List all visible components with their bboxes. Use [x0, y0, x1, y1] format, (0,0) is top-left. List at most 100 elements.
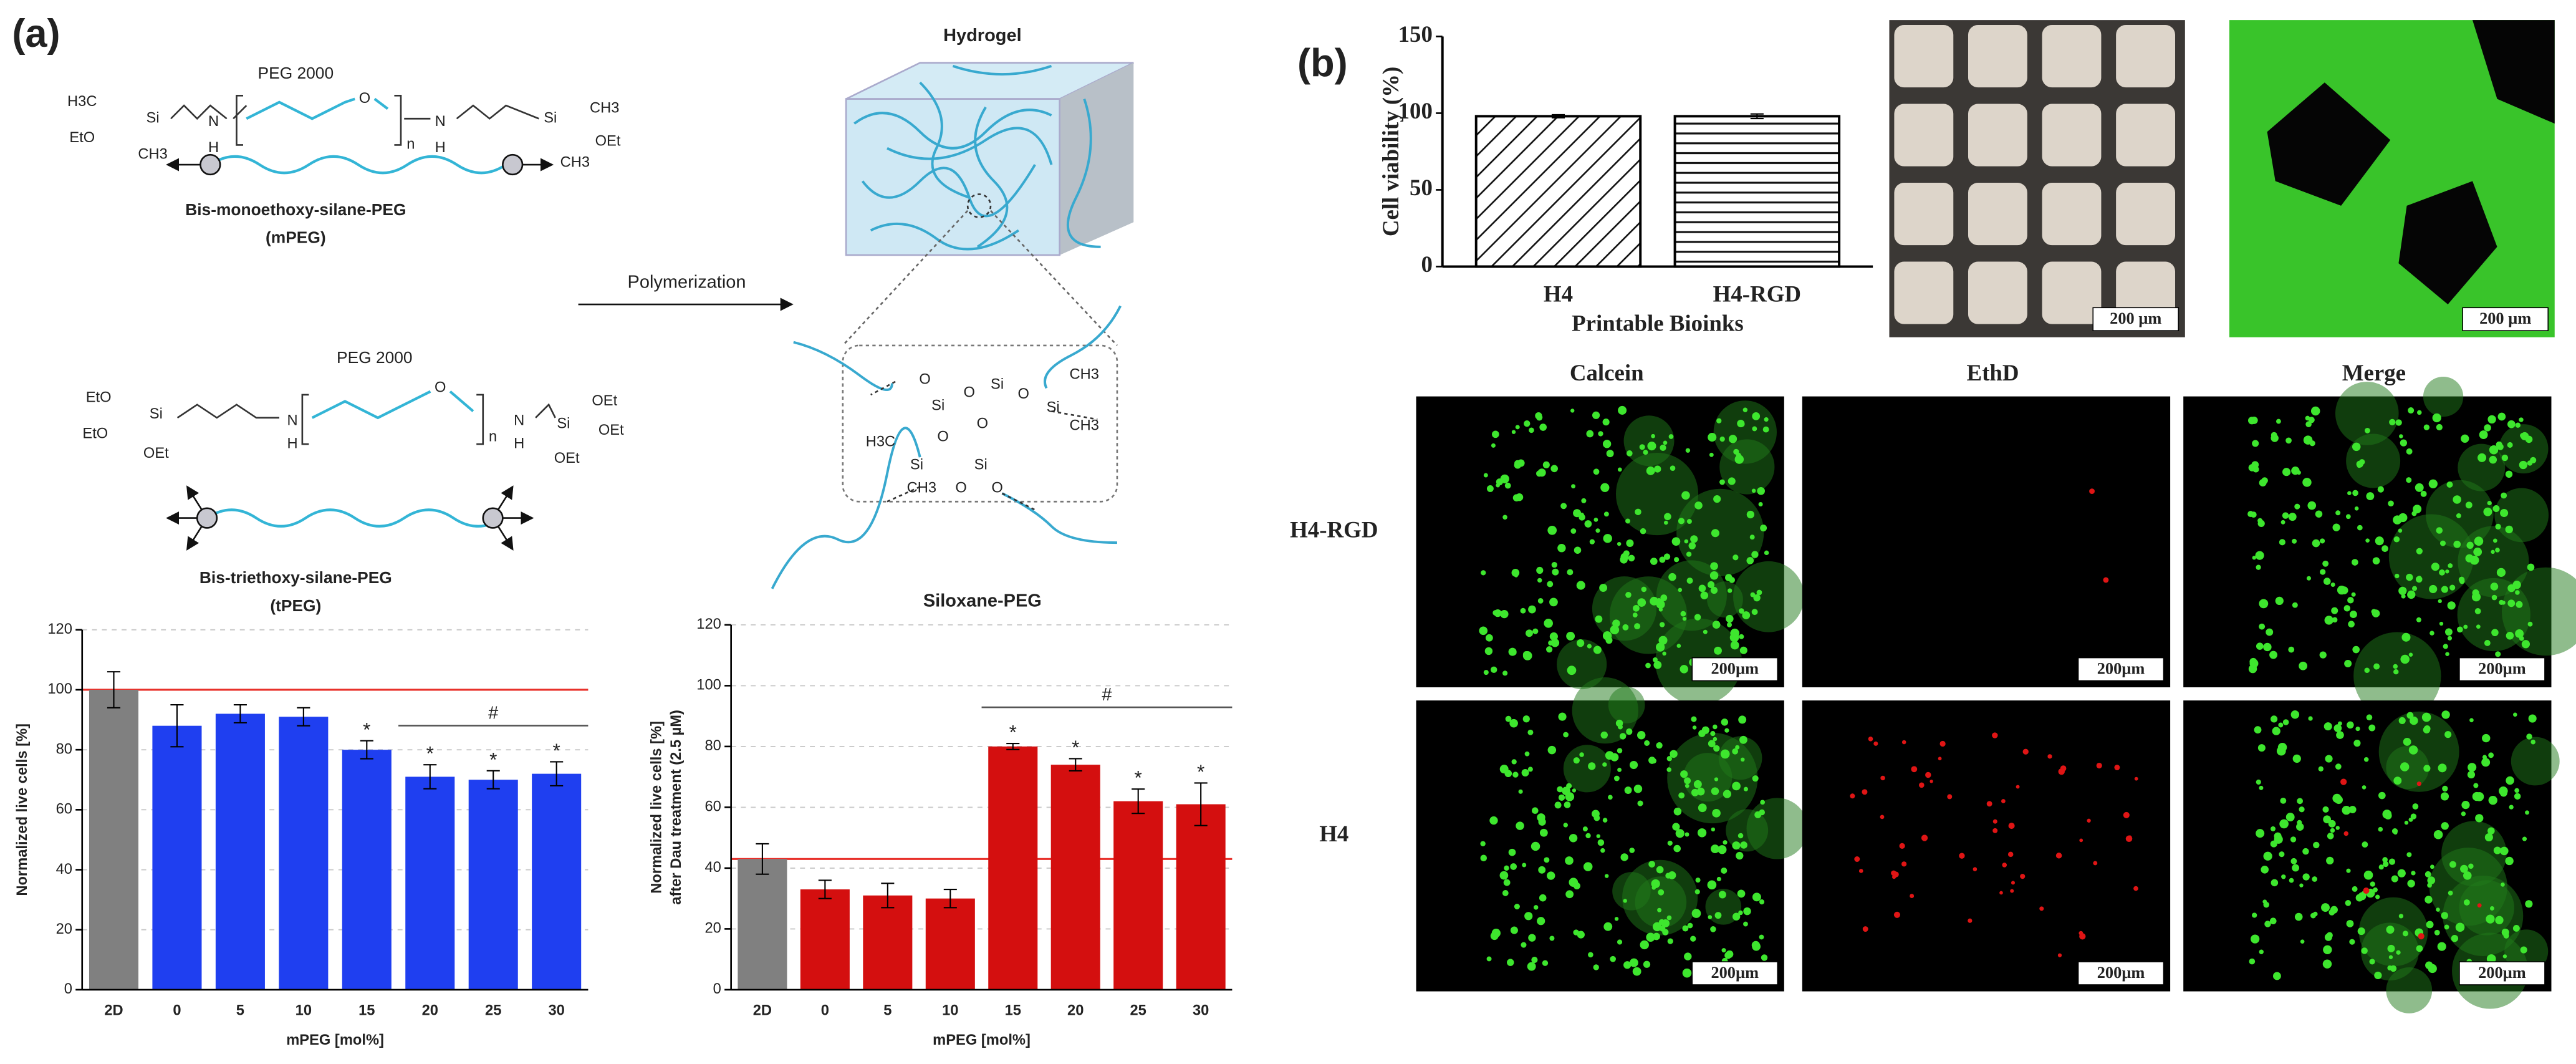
cell: [1544, 619, 1553, 628]
dead-cell: [1854, 856, 1860, 862]
dead-cell: [1901, 740, 1906, 745]
cell: [2274, 838, 2279, 843]
cell: [1714, 646, 1722, 655]
cell: [2469, 555, 2479, 565]
dead-cell: [1918, 782, 1925, 788]
cell: [2481, 758, 2491, 767]
cell: [1554, 801, 1562, 809]
cell: [1625, 592, 1632, 598]
cell: [2429, 631, 2434, 636]
cell: [2324, 616, 2333, 625]
cell: [2456, 513, 2461, 518]
cell: [2416, 945, 2423, 952]
cell: [1549, 597, 1558, 607]
cell: [2471, 592, 2481, 602]
atom-label: Si: [150, 406, 163, 422]
cell: [1751, 551, 1759, 558]
cell: [1680, 611, 1686, 617]
cell: [1749, 534, 1755, 540]
cell: [2400, 654, 2410, 664]
cell: [1481, 570, 1486, 576]
atom-label: O: [1018, 386, 1029, 402]
cell: [1658, 636, 1668, 645]
cell: [1593, 517, 1598, 522]
cell: [2352, 646, 2360, 654]
cell: [2395, 419, 2402, 426]
cell: [2500, 509, 2509, 518]
dead-cell: [1938, 757, 1942, 761]
cell: [1650, 596, 1659, 606]
x-tick-label: 20: [1067, 1002, 1084, 1018]
grid-cell: [1968, 104, 2027, 167]
cell: [2507, 442, 2513, 448]
cell: [2492, 538, 2497, 543]
cell: [2387, 944, 2395, 952]
cell: [1522, 863, 1527, 868]
cell: [1509, 718, 1518, 728]
cell: [1529, 427, 1534, 433]
scheme-header: PEG 2000: [337, 348, 413, 367]
cell: [1721, 718, 1729, 726]
cell: [2446, 481, 2453, 488]
dead-cell: [1930, 780, 1933, 783]
y-tick-label: 40: [56, 861, 72, 878]
dead-cell: [1925, 771, 1931, 778]
cell: [1670, 465, 1676, 471]
cell: [1645, 662, 1651, 669]
cell: [2489, 455, 2497, 464]
cell: [1584, 520, 1592, 528]
cell: [1588, 762, 1596, 770]
bar: [532, 773, 582, 990]
cell: [2495, 548, 2500, 553]
cell: [1663, 553, 1671, 560]
cell: [2495, 651, 2501, 657]
cell: [2393, 664, 2398, 669]
cell: [2406, 573, 2413, 581]
atom-label: H3C: [67, 94, 97, 110]
cell: [1663, 440, 1668, 445]
cell: [1666, 767, 1672, 772]
x-tick-label: 15: [358, 1002, 375, 1018]
cell: [1723, 840, 1728, 845]
cell: [1522, 651, 1532, 660]
cell: [1762, 426, 1769, 433]
cell: [2343, 605, 2351, 612]
scale-bar-box: [1691, 961, 1779, 985]
cell: [2515, 590, 2520, 595]
atom-label: CH3: [590, 100, 619, 117]
cell: [1570, 409, 1575, 413]
cell: [2315, 510, 2323, 518]
cell: [1647, 442, 1656, 451]
cell: [2388, 858, 2396, 865]
cell: [2398, 586, 2407, 596]
cell: [2499, 786, 2508, 796]
cell: [1567, 665, 1577, 675]
cell: [1570, 528, 1577, 534]
cell: [2526, 733, 2532, 740]
cell: [1691, 716, 1697, 722]
bar: [152, 725, 202, 990]
cell: [2492, 505, 2500, 512]
cell: [2501, 454, 2509, 462]
dead-cell: [2416, 781, 2421, 786]
significance-hash: #: [1102, 685, 1112, 705]
dead-cell: [2039, 906, 2044, 911]
cell: [2366, 492, 2375, 500]
cell: [1479, 626, 1488, 636]
cell: [1721, 867, 1728, 874]
atom-label: H: [435, 140, 446, 156]
atom-label: O: [435, 380, 446, 396]
cell: [2252, 440, 2259, 447]
y-tick-label: 20: [704, 921, 721, 937]
glow: [2346, 433, 2401, 488]
cell: [2334, 795, 2343, 805]
cell: [2486, 954, 2496, 964]
cell: [1546, 646, 1553, 653]
cell: [1761, 954, 1768, 961]
cell: [2324, 933, 2332, 941]
cell: [1597, 839, 1605, 846]
cell: [2429, 584, 2438, 594]
cell: [2467, 770, 2476, 779]
cell: [2312, 876, 2318, 882]
dead-cell: [2123, 811, 2130, 818]
